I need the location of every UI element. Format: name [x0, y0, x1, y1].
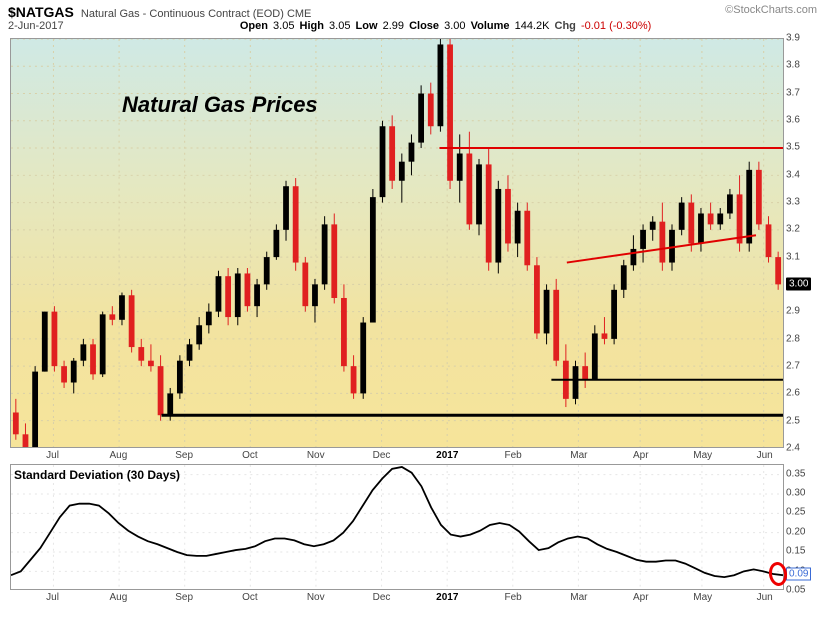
vol-label: Volume: [471, 20, 510, 32]
close-value: 3.00: [444, 20, 465, 32]
sd-line-chart: [11, 465, 783, 590]
chart-header: ©StockCharts.com $NATGAS Natural Gas - C…: [0, 0, 825, 20]
low-label: Low: [356, 20, 378, 32]
high-label: High: [300, 20, 324, 32]
sd-panel[interactable]: [10, 464, 784, 590]
vol-value: 144.2K: [515, 20, 550, 32]
price-y-axis: 2.42.52.62.72.82.93.03.13.23.33.43.53.63…: [786, 38, 820, 448]
chg-label: Chg: [555, 20, 576, 32]
security-name: Natural Gas - Continuous Contract (EOD): [81, 8, 284, 20]
date-label: 2-Jun-2017: [8, 20, 64, 32]
credit-label: ©StockCharts.com: [725, 4, 817, 16]
low-value: 2.99: [383, 20, 404, 32]
chart-subheader: 2-Jun-2017 Open 3.05 High 3.05 Low 2.99 …: [0, 20, 825, 36]
exchange-label: CME: [287, 8, 311, 20]
open-label: Open: [240, 20, 268, 32]
open-value: 3.05: [273, 20, 294, 32]
ticker-symbol: $NATGAS: [8, 4, 74, 20]
chg-value: -0.01 (-0.30%): [581, 20, 651, 32]
chart-title: Natural Gas Prices: [122, 92, 318, 118]
high-value: 3.05: [329, 20, 350, 32]
sd-y-axis: 0.050.100.150.200.250.300.350.09: [786, 464, 820, 590]
sd-title: Standard Deviation (30 Days): [14, 468, 180, 482]
close-label: Close: [409, 20, 439, 32]
